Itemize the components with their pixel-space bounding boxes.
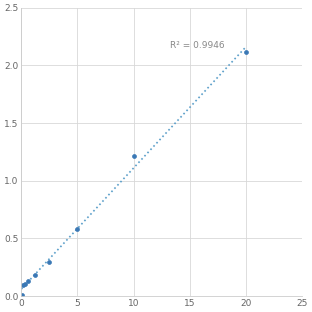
- Text: R² = 0.9946: R² = 0.9946: [170, 41, 224, 50]
- Point: [21, 282, 26, 287]
- Point: [47, 260, 52, 265]
- Point: [22, 281, 27, 286]
- Point: [75, 226, 80, 231]
- Point: [243, 50, 248, 55]
- Point: [131, 154, 136, 158]
- Point: [20, 292, 25, 297]
- Point: [33, 272, 38, 277]
- Point: [26, 278, 31, 283]
